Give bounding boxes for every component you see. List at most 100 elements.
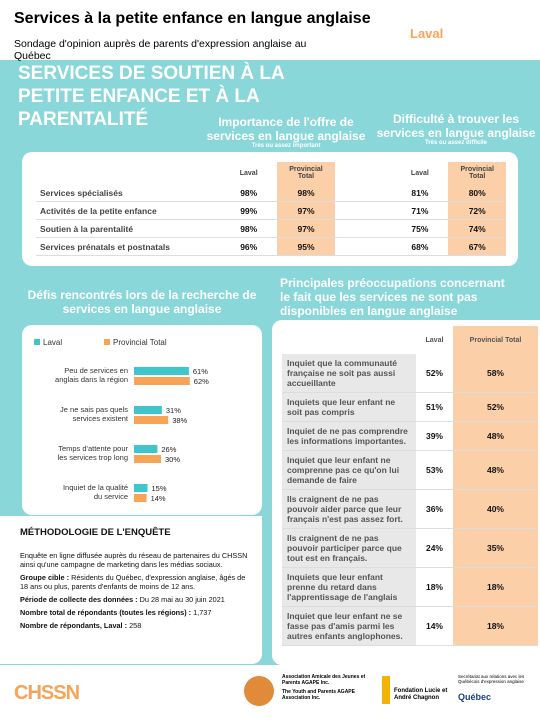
bar — [134, 377, 190, 385]
row: Ils craignent de ne pas pouvoir aider pa… — [282, 489, 538, 529]
value-label: 31% — [166, 406, 181, 415]
value-cell: 18% — [452, 606, 538, 646]
row-label: Activités de la petite enfance — [36, 201, 221, 220]
region: Laval — [410, 26, 444, 41]
methodology-item: Nombre de répondants, Laval : 258 — [20, 621, 252, 630]
row: Activités de la petite enfance 99% 97% 71% 7… — [36, 201, 506, 220]
table-box: Laval Provincial Total Inquiet que la comm… — [272, 320, 540, 665]
value-label: 61% — [193, 367, 208, 376]
row: Ils craignent de ne pas pouvoir particip… — [282, 528, 538, 568]
value-cell: 14% — [416, 606, 453, 646]
item-label: Nombre total de répondants (toutes les r… — [20, 608, 192, 617]
value-label: 15% — [152, 484, 167, 493]
item-label: Groupe cible : — [20, 573, 70, 582]
value-cell: 39% — [416, 421, 453, 451]
section-heading: Principales préoccupations concernant le… — [280, 276, 505, 318]
value-cell: 96% — [220, 237, 278, 256]
logo: Association Amicale des Jeunes et Parent… — [282, 674, 374, 701]
value-cell: 98% — [220, 184, 278, 202]
value-cell: 75% — [391, 219, 449, 238]
value-cell: 74% — [448, 219, 506, 238]
row-label: Services spécialisés — [36, 184, 221, 202]
legend-swatch — [104, 339, 110, 345]
cell — [334, 201, 392, 220]
legend-label: Laval — [43, 338, 62, 347]
category-label: Temps d'attente pour les services trop lo… — [58, 444, 129, 462]
table: Laval Provincial Total Inquiet que la comm… — [282, 326, 538, 646]
category-label: Inquiet de la qualité du service — [63, 483, 128, 501]
row: Services prénatals et postnatals 96% 95% 68… — [36, 237, 506, 256]
category-label: Peu de services en anglais dans la région — [55, 366, 128, 384]
row-label: Inquiet que leur enfant ne comprenne pas… — [282, 450, 416, 490]
value-label: 14% — [151, 494, 166, 503]
section-note: Très ou assez difficile — [424, 140, 488, 146]
column-header: Provincial Total — [277, 162, 335, 184]
bar — [134, 416, 169, 424]
row: Inquiet que la communauté française ne s… — [282, 354, 538, 393]
value-cell: 97% — [277, 219, 335, 238]
value-label: 62% — [194, 377, 209, 386]
header-row: Laval Provincial Total — [282, 326, 538, 354]
legend-swatch — [34, 339, 40, 345]
value-cell: 80% — [448, 184, 506, 202]
cell — [282, 326, 416, 354]
value-cell: 53% — [416, 450, 453, 490]
section-heading: Défis rencontrés lors de la recherche de… — [27, 288, 257, 316]
value-cell: 52% — [452, 392, 538, 422]
column-header: Laval — [410, 169, 429, 177]
table: Laval Provincial Total Laval Provincial Tot… — [36, 162, 506, 256]
methodology-item: Période de collecte des données : Du 28 … — [20, 595, 252, 604]
item-label: Période de collecte des données : — [20, 595, 138, 604]
logo-text: Association Amicale des Jeunes et Parent… — [282, 674, 366, 686]
value-cell: 98% — [277, 184, 335, 202]
methodology-title: MÉTHODOLOGIE DE L'ENQUÊTE — [20, 527, 171, 538]
value-cell: 72% — [448, 201, 506, 220]
value-cell: 67% — [448, 237, 506, 256]
value-label: 26% — [161, 445, 176, 454]
value-cell: 68% — [391, 237, 449, 256]
row: Inquiet que leur enfant ne se fasse pas … — [282, 606, 538, 646]
bar — [134, 494, 147, 502]
row-label: Soutien à la parentalité — [36, 219, 221, 238]
cell — [335, 162, 392, 184]
logo-text: The Youth and Parents AGAPE Association … — [282, 689, 355, 701]
methodology-box — [0, 516, 262, 664]
row: Inquiets que leur enfant prenne du retar… — [282, 567, 538, 607]
value-cell: 48% — [452, 450, 538, 490]
value-cell: 51% — [416, 392, 453, 422]
methodology-item: Groupe cible : Résidents du Québec, d'ex… — [20, 573, 252, 591]
logo: CHSSN — [14, 682, 80, 704]
logo: Québec — [458, 692, 492, 702]
row-label: Inquiet de ne pas comprendre les informa… — [282, 421, 416, 451]
item-text: 1,737 — [193, 608, 212, 617]
value-cell: 36% — [416, 489, 453, 529]
item-text: Du 28 mai au 30 juin 2021 — [139, 595, 225, 604]
cell — [334, 219, 392, 238]
item-text: Résidents du Québec, d'expression anglai… — [20, 573, 246, 591]
row: Inquiets que leur enfant ne soit pas com… — [282, 392, 538, 422]
header — [0, 0, 540, 60]
value-cell: 97% — [277, 201, 335, 220]
value-cell: 24% — [416, 528, 453, 568]
section-heading: Importance de l'offre de services en lan… — [206, 115, 366, 143]
value-cell: 48% — [452, 421, 538, 451]
value-cell: 71% — [391, 201, 449, 220]
logo: Secrétariat aux relations avec les Québé… — [458, 674, 525, 684]
column-header: Provincial Total — [448, 162, 506, 184]
title: Services à la petite enfance en langue a… — [14, 10, 371, 27]
methodology-item: Nombre total de répondants (toutes les r… — [20, 608, 252, 617]
category-label: Je ne sais pas quels services existent — [60, 405, 129, 423]
row: Inquiet que leur enfant ne comprenne pas… — [282, 450, 538, 490]
value-cell: 58% — [452, 354, 538, 393]
value-cell: 52% — [416, 354, 453, 393]
column-header: Provincial Total — [452, 326, 538, 354]
bar — [134, 367, 189, 375]
bar — [134, 455, 161, 463]
logo: Fondation Lucie et André Chagnon — [394, 688, 448, 701]
value-cell: 98% — [220, 219, 278, 238]
row-label: Ils craignent de ne pas pouvoir particip… — [282, 528, 416, 568]
value-cell: 35% — [452, 528, 538, 568]
value-label: 38% — [172, 416, 187, 425]
row: Services spécialisés 98% 98% 81% 80% — [36, 184, 506, 202]
